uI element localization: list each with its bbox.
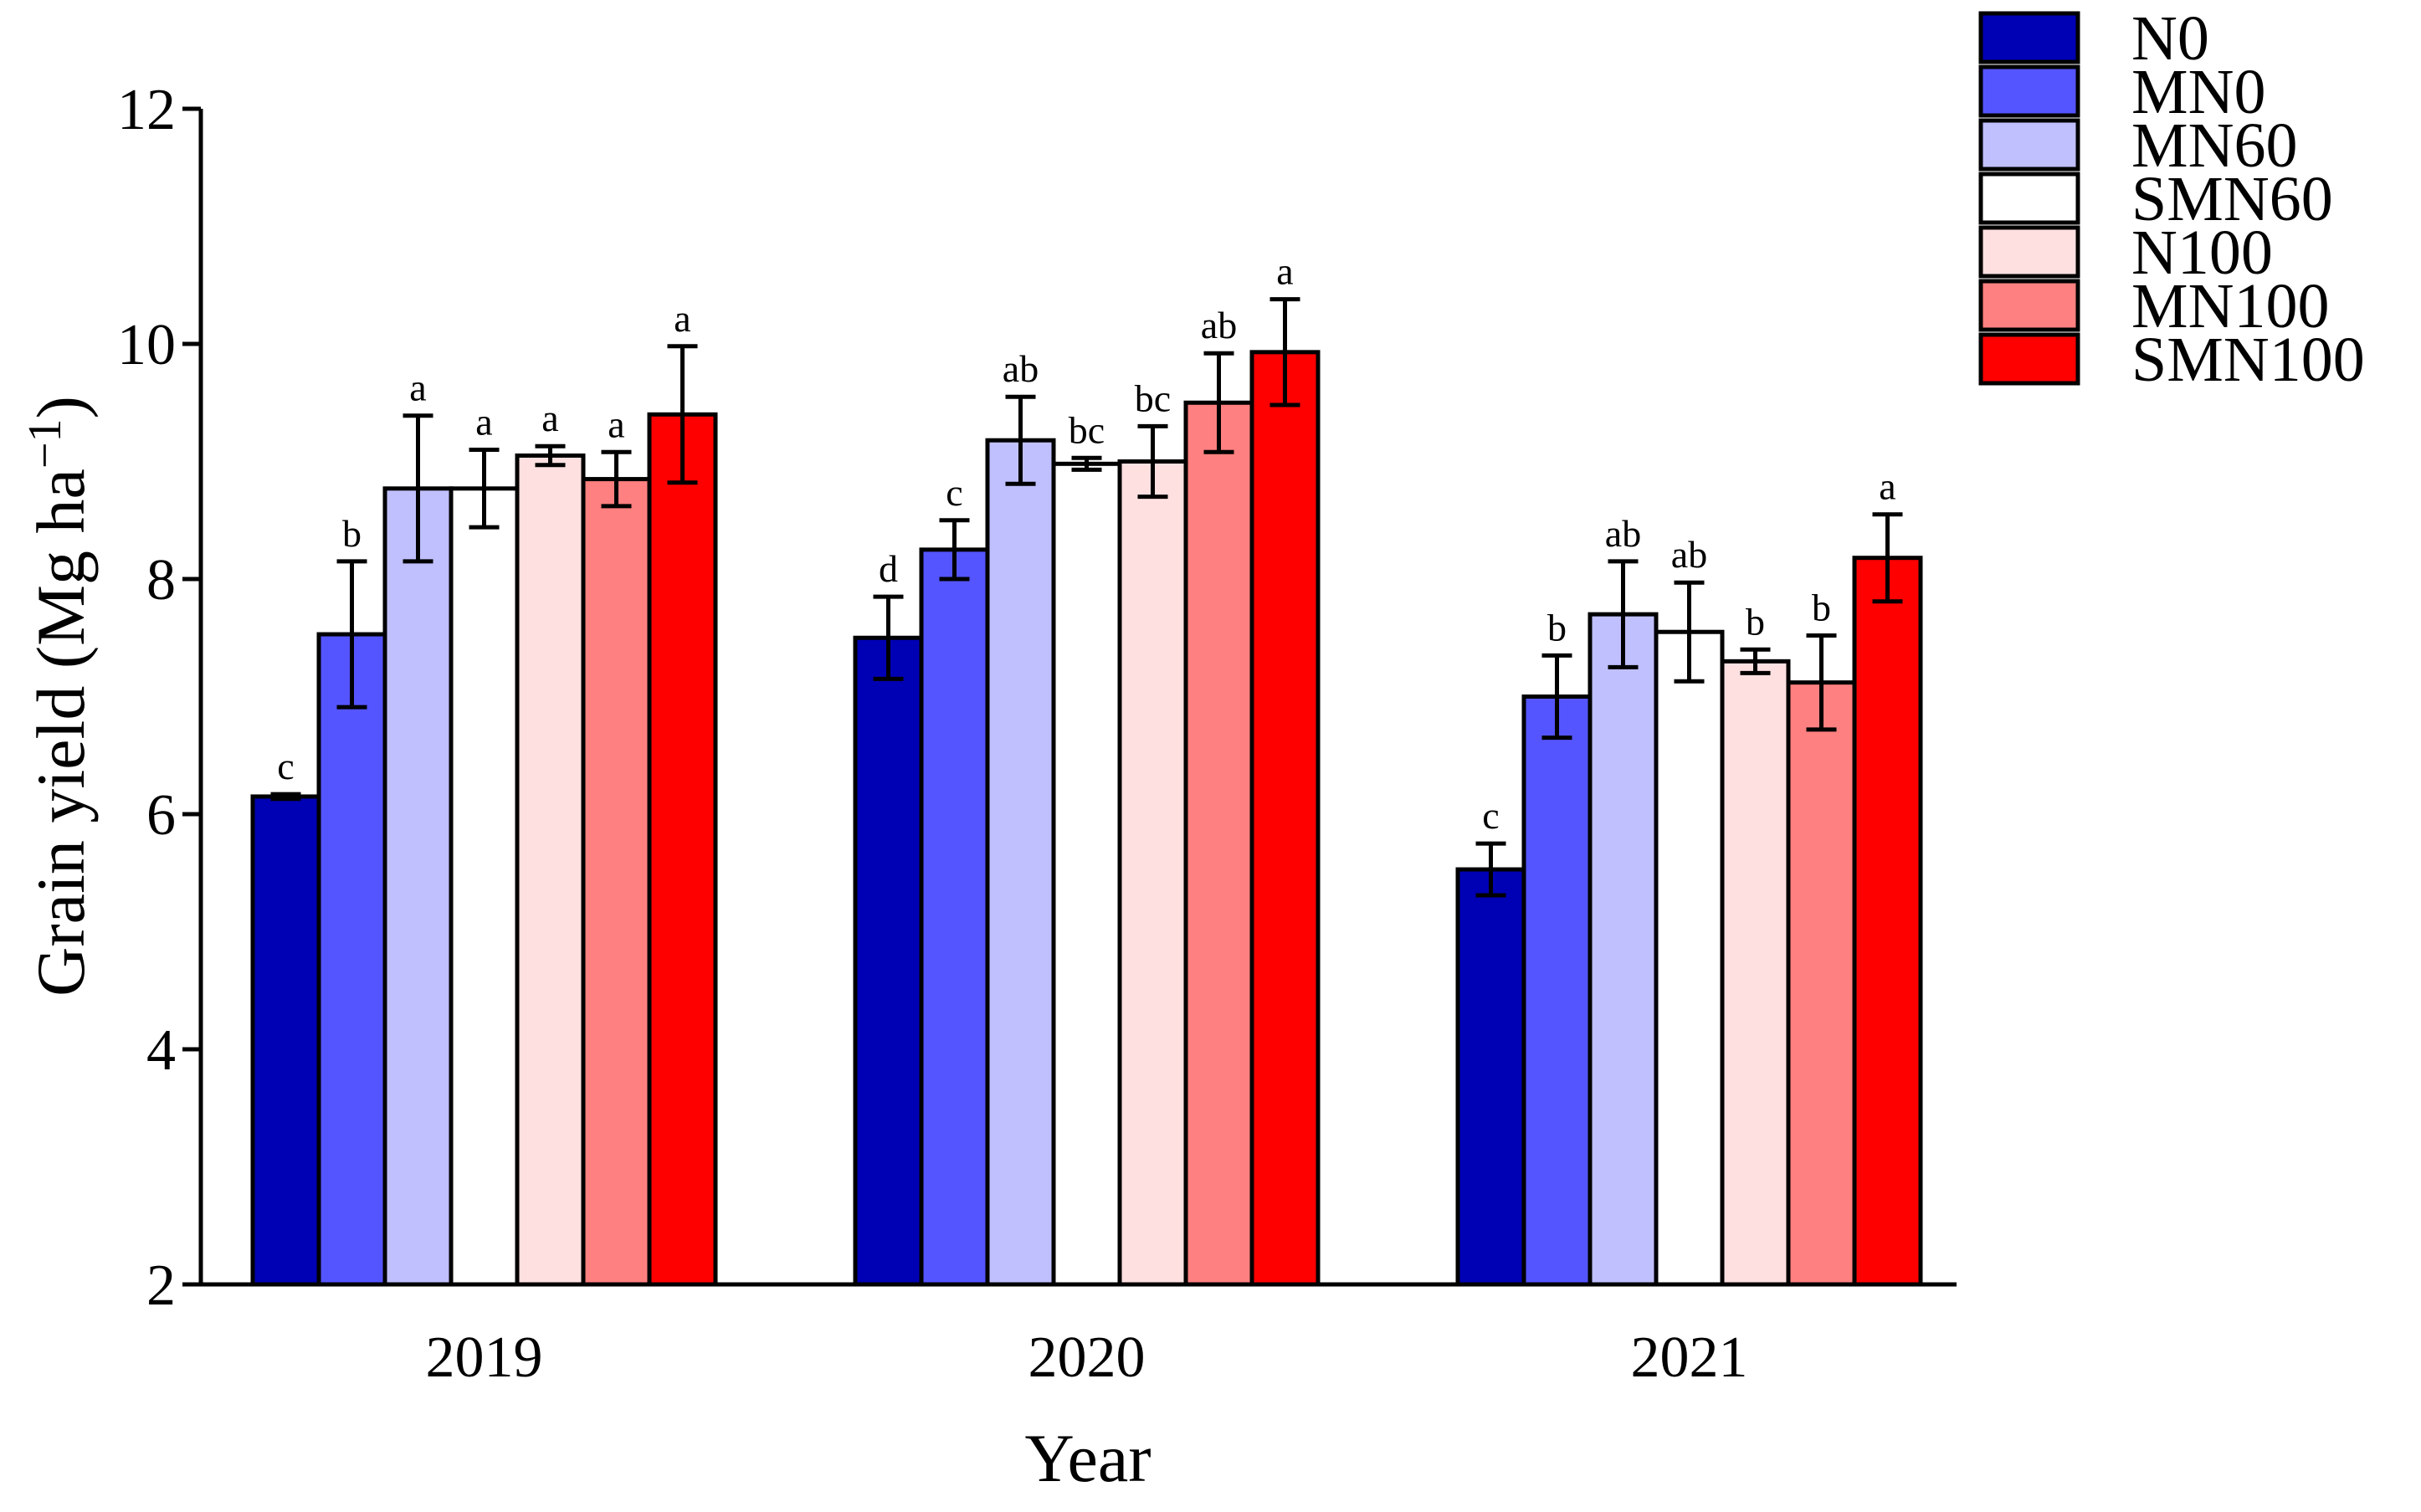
significance-letter: a [475, 400, 492, 443]
x-tick-label: 2021 [1631, 1325, 1748, 1390]
legend-swatch [1978, 332, 2080, 386]
y-axis-title: Grain yield (Mg ha−1) [19, 396, 99, 997]
y-axis-title-close: ) [23, 396, 99, 418]
y-tick-label: 10 [117, 313, 176, 377]
bar [1654, 629, 1725, 1287]
legend-label: SMN100 [2131, 325, 2365, 395]
x-axis-tick-labels: 2019 2020 2021 [426, 1325, 1748, 1390]
bar [1117, 459, 1188, 1287]
x-tick-label: 2020 [1028, 1325, 1146, 1390]
bar [581, 477, 652, 1287]
significance-letter: ab [1605, 512, 1641, 555]
legend-item: SMN60 [1978, 164, 2333, 234]
legend-label: SMN60 [2131, 164, 2333, 234]
bar [316, 632, 387, 1287]
significance-letter: c [277, 745, 294, 787]
bar [1521, 694, 1593, 1287]
bar [1786, 680, 1857, 1287]
bar [1183, 400, 1254, 1287]
y-tick-label: 2 [146, 1253, 176, 1318]
legend-item: SMN100 [1978, 325, 2365, 395]
significance-letter: c [946, 471, 962, 514]
legend-label: MN0 [2131, 57, 2265, 127]
y-tick-label: 4 [146, 1018, 176, 1083]
bar [1249, 350, 1321, 1287]
legend-swatch [1978, 172, 2080, 225]
significance-letter: a [541, 397, 558, 439]
legend-label: N100 [2131, 218, 2273, 288]
y-tick-label: 8 [146, 548, 176, 612]
significance-letter: ab [1003, 347, 1039, 390]
bar [250, 794, 321, 1287]
x-tick-label: 2019 [426, 1325, 543, 1390]
legend-swatch [1978, 279, 2080, 332]
bar [1852, 556, 1923, 1287]
legend-item: MN100 [1978, 271, 2329, 341]
significance-letter: a [1879, 465, 1895, 508]
significance-letter: a [674, 297, 690, 340]
significance-letter: bc [1069, 408, 1105, 451]
significance-letter: b [1812, 586, 1831, 628]
significance-letter: b [1547, 606, 1567, 648]
bar-series-group [250, 350, 1923, 1287]
legend-label: N0 [2131, 3, 2209, 74]
significance-letter: ab [1671, 533, 1707, 576]
legend-item: N0 [1978, 3, 2209, 74]
significance-letter: ab [1201, 304, 1237, 346]
error-bar-group [270, 297, 1903, 898]
bar [1587, 612, 1659, 1287]
legend-swatch [1978, 64, 2080, 118]
y-tick-label: 6 [146, 783, 176, 848]
significance-letter: a [409, 366, 426, 409]
legend-item: MN60 [1978, 110, 2297, 181]
legend-swatch [1978, 11, 2080, 64]
bar [647, 412, 718, 1287]
bar [1051, 461, 1122, 1287]
bar [449, 486, 520, 1287]
bar [919, 547, 990, 1287]
bar [1720, 659, 1791, 1287]
significance-letter: a [1276, 250, 1293, 293]
significance-letter: bc [1135, 377, 1171, 419]
bar [985, 438, 1056, 1287]
y-axis-title-main: Grain yield (Mg ha [23, 469, 99, 997]
legend-label: MN60 [2131, 110, 2297, 181]
significance-letter: b [1746, 600, 1765, 643]
legend-item: N100 [1978, 218, 2273, 288]
y-axis-ticks: 2 4 6 8 10 12 [117, 78, 201, 1318]
bar [382, 486, 454, 1287]
legend-label: MN100 [2131, 271, 2329, 341]
legend-item: MN0 [1978, 57, 2265, 127]
bar [515, 453, 586, 1287]
significance-letter: d [879, 547, 898, 590]
bar [1455, 867, 1526, 1287]
x-axis-title: Year [1024, 1420, 1151, 1496]
legend-swatch [1978, 118, 2080, 172]
significance-letter: b [342, 512, 362, 555]
bar [853, 635, 924, 1287]
y-axis-title-unit-exponent: −1 [19, 418, 71, 469]
y-tick-label: 12 [117, 78, 176, 142]
significance-letter: a [608, 402, 624, 445]
legend-swatch [1978, 225, 2080, 279]
significance-letter: c [1482, 794, 1499, 837]
